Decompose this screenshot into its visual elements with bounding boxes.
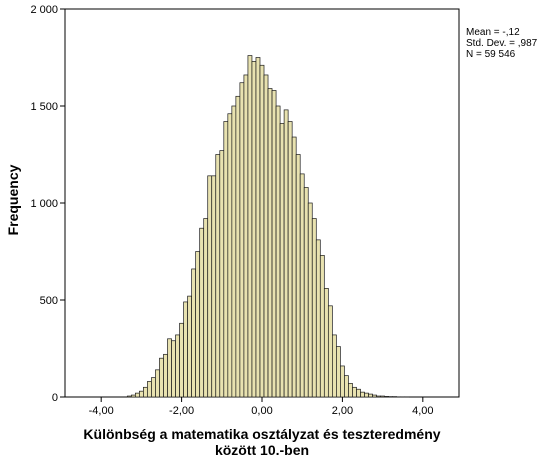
histogram-bar [323,288,329,398]
x-tick-label: 4,00 [412,405,433,417]
histogram-bar [211,175,217,398]
histogram-bar [143,386,148,398]
histogram-bar [179,322,184,398]
histogram-bar [191,268,197,398]
y-tick-label: 1 000 [30,198,58,210]
x-tick-label: -2,00 [169,405,194,417]
histogram-bar [311,218,317,398]
histogram-bar [151,377,156,398]
histogram-bar [147,381,152,398]
histogram-bar [247,55,253,398]
histogram-bar [207,175,213,398]
x-axis-label-line1: Különbség a matematika osztályzat és tes… [83,426,440,442]
histogram-bar [175,334,180,398]
histogram-bar [171,340,176,398]
y-axis-label: Frequency [5,164,21,235]
histogram-bar [215,154,221,398]
histogram-bar [219,150,225,398]
histogram-bar [231,105,237,398]
histogram-bar [340,365,345,398]
stat-n: N = 59 546 [466,49,516,60]
histogram-bar [319,255,325,398]
histogram-bar [195,251,201,398]
histogram-bar [332,334,337,398]
stat-std: Std. Dev. = ,987 [466,38,538,49]
histogram-bar [356,388,361,398]
histogram-bar [275,105,281,398]
histogram-bar [183,301,188,398]
histogram-bar [327,305,333,398]
histogram-bar [255,57,261,398]
histogram-bar [299,173,305,398]
x-tick-label: 0,00 [251,405,272,417]
histogram-bar [307,202,313,398]
y-tick-label: 0 [52,392,58,404]
histogram-bar [295,154,301,398]
histogram-bar [135,392,140,398]
histogram-bar [267,88,273,398]
x-tick-label: -4,00 [89,405,114,417]
y-tick-label: 500 [40,295,58,307]
histogram-bar [283,109,289,398]
histogram-bar [360,391,365,398]
histogram-bar [259,64,265,398]
histogram-bar [251,61,257,398]
histogram-bar [352,386,357,398]
histogram-bar [315,239,321,398]
histogram-bar [368,393,373,398]
histogram-bar [372,394,377,398]
y-axis: 0 500 1 000 1 500 2 000 [30,4,65,404]
histogram-bar [279,123,285,398]
histogram-bar [159,357,164,398]
histogram-bar [239,82,245,398]
y-tick-label: 2 000 [30,4,58,16]
histogram-bar [167,338,172,398]
histogram-bar [336,346,341,398]
histogram-bar [126,395,132,398]
histogram-bar [291,136,297,398]
histogram-bar [163,353,168,398]
histogram-bar [227,113,233,398]
histogram-bar [344,375,349,398]
histogram-bar [187,295,192,398]
histogram-bar [303,187,309,398]
histogram-bar [364,392,369,398]
histogram-bar [130,394,136,398]
histogram-bar [199,227,205,398]
bars-group [126,55,410,398]
histogram-bar [271,90,277,398]
histogram-bar [287,121,293,398]
histogram-bar [223,121,229,398]
histogram-bar [384,396,389,398]
histogram-bar [380,395,385,398]
histogram-bar [243,74,249,398]
x-axis-label-line2: között 10.-ben [215,442,309,458]
y-tick-label: 1 500 [30,101,58,113]
histogram-bar [155,369,160,398]
x-axis: -4,00 -2,00 0,00 2,00 4,00 [89,397,434,417]
histogram-bar [348,383,353,398]
histogram-bar [376,395,381,398]
histogram-bar [235,95,241,398]
histogram-bar [263,74,269,398]
histogram-bar [203,218,209,398]
stat-mean: Mean = -,12 [466,27,520,38]
x-tick-label: 2,00 [332,405,353,417]
histogram-bar [139,390,144,398]
